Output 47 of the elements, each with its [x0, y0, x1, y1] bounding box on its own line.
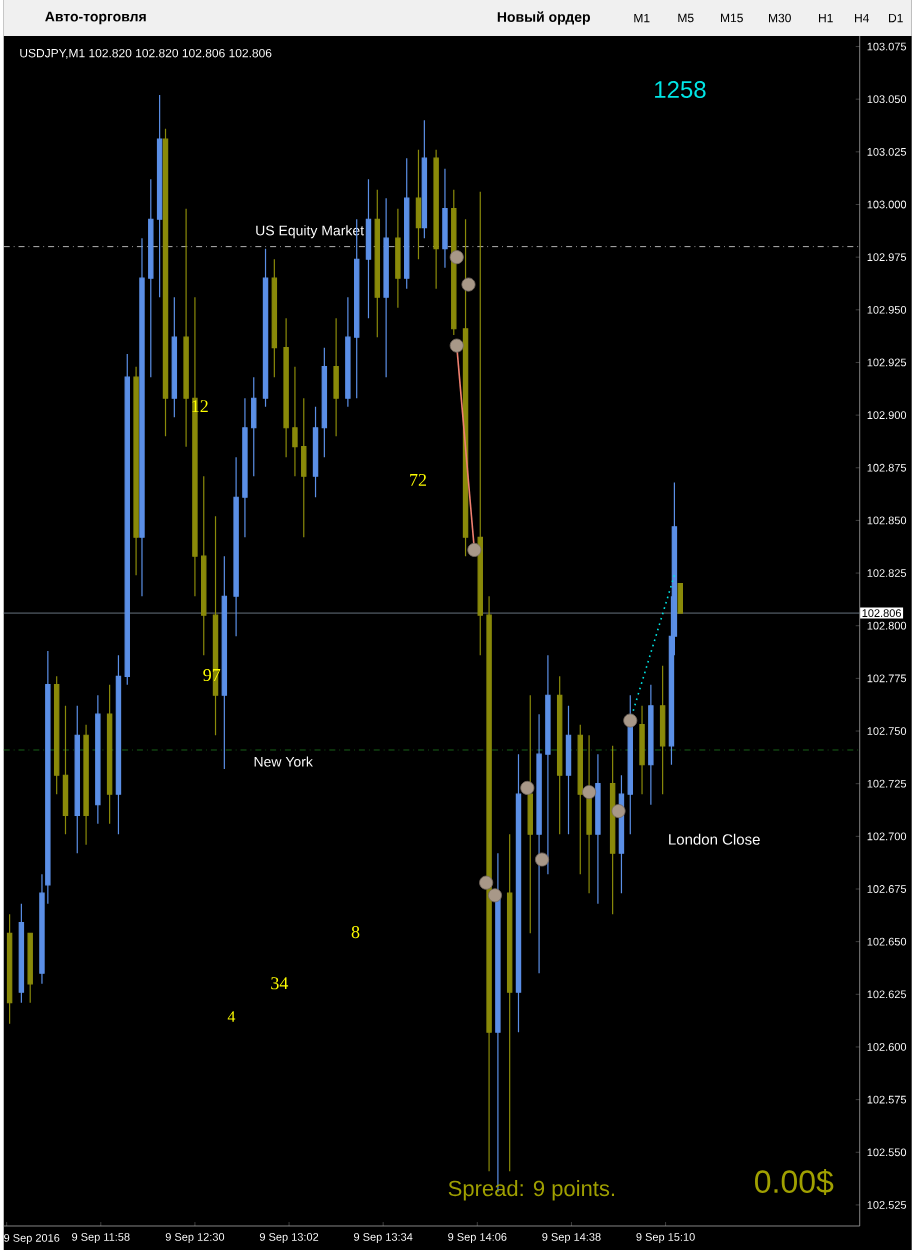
candlestick: [527, 694, 534, 934]
candlestick: [577, 724, 584, 875]
point: [450, 338, 465, 353]
candlestick: [172, 296, 178, 418]
candlestick: [374, 189, 381, 338]
point: [461, 277, 476, 292]
annotation: 4: [228, 1011, 236, 1022]
point: [467, 542, 482, 557]
candlestick: [451, 189, 457, 336]
candlestick: [433, 149, 440, 290]
annotation: 34: [271, 977, 289, 990]
candlestick: [333, 317, 340, 437]
point: [582, 785, 597, 800]
candlestick: [383, 197, 390, 378]
candlestick: [639, 705, 646, 795]
annotation: 97: [203, 668, 221, 682]
point: [623, 713, 638, 728]
point: [520, 780, 535, 795]
annotation: 8: [352, 925, 360, 939]
annotation: 12: [192, 400, 209, 413]
candlestick: [557, 675, 563, 835]
candlestick: [63, 705, 69, 835]
candlestick: [395, 208, 402, 309]
candlestick: [416, 149, 422, 260]
candlestick: [133, 366, 140, 576]
point: [535, 852, 550, 867]
candlestick: [74, 705, 81, 854]
candlestick: [313, 406, 319, 498]
point: [450, 250, 465, 265]
candlestick: [95, 694, 101, 825]
candlestick: [222, 555, 228, 770]
candlestick: [566, 705, 572, 835]
candlestick: [507, 833, 513, 1172]
candlestick: [83, 724, 90, 846]
candlestick: [648, 684, 654, 806]
candlestick: [660, 665, 666, 795]
point: [488, 888, 503, 903]
annotation: 1258: [655, 81, 706, 99]
candlestick: [595, 753, 602, 905]
annotation: Spread: 9 points.: [449, 1180, 615, 1201]
annotation: 0.00$: [755, 1169, 834, 1195]
candlestick: [442, 168, 449, 269]
candlestick: [366, 178, 372, 319]
point: [611, 804, 626, 819]
point: [479, 875, 494, 890]
annotation: 72: [410, 473, 427, 486]
candlestick: [27, 932, 34, 1004]
